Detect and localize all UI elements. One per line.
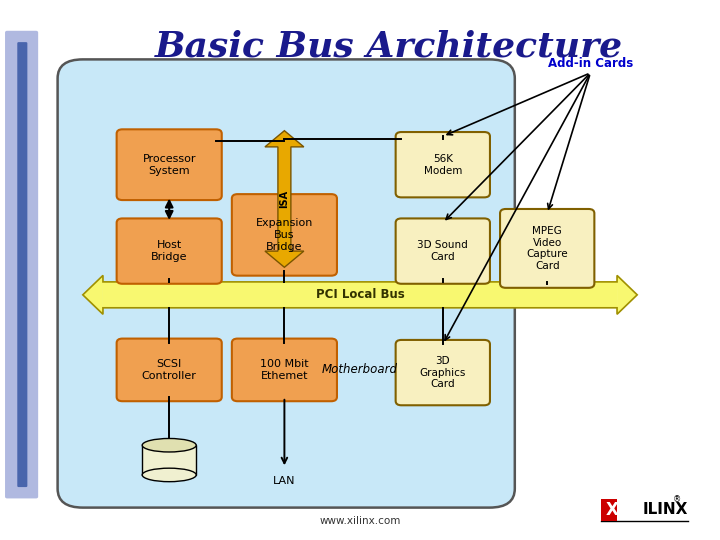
- FancyBboxPatch shape: [5, 31, 38, 498]
- Text: Add-in Cards: Add-in Cards: [548, 57, 633, 70]
- FancyBboxPatch shape: [500, 209, 595, 288]
- FancyBboxPatch shape: [396, 218, 490, 284]
- FancyBboxPatch shape: [117, 218, 222, 284]
- Text: www.xilinx.com: www.xilinx.com: [319, 516, 401, 526]
- Ellipse shape: [142, 438, 196, 452]
- FancyBboxPatch shape: [232, 194, 337, 275]
- Text: PCI Local Bus: PCI Local Bus: [315, 288, 405, 301]
- Text: ISA: ISA: [279, 190, 289, 208]
- Text: SCSI
Controller: SCSI Controller: [142, 359, 197, 381]
- Text: Motherboard: Motherboard: [322, 363, 398, 376]
- FancyBboxPatch shape: [17, 42, 27, 487]
- Text: Host
Bridge: Host Bridge: [151, 240, 187, 262]
- FancyBboxPatch shape: [232, 339, 337, 401]
- Text: Processor
System: Processor System: [143, 154, 196, 176]
- Text: MPEG
Video
Capture
Card: MPEG Video Capture Card: [526, 226, 568, 271]
- Ellipse shape: [142, 468, 196, 482]
- Polygon shape: [83, 275, 103, 314]
- Bar: [601, 499, 617, 521]
- FancyBboxPatch shape: [396, 132, 490, 197]
- Text: ®: ®: [672, 496, 681, 504]
- Text: ILINX: ILINX: [642, 502, 688, 517]
- Text: X: X: [606, 501, 618, 519]
- Text: 100 Mbit
Ethemet: 100 Mbit Ethemet: [260, 359, 309, 381]
- FancyBboxPatch shape: [117, 130, 222, 200]
- Text: Expansion
Bus
Bridge: Expansion Bus Bridge: [256, 218, 313, 252]
- Bar: [103, 282, 617, 308]
- Bar: [142, 445, 196, 475]
- Text: 56K
Modem: 56K Modem: [423, 154, 462, 176]
- Text: LAN: LAN: [273, 476, 296, 487]
- FancyBboxPatch shape: [58, 59, 515, 508]
- FancyBboxPatch shape: [117, 339, 222, 401]
- Text: Basic Bus Architecture: Basic Bus Architecture: [155, 30, 623, 64]
- Polygon shape: [617, 275, 637, 314]
- FancyBboxPatch shape: [396, 340, 490, 405]
- Polygon shape: [265, 131, 304, 267]
- Text: 3D
Graphics
Card: 3D Graphics Card: [420, 356, 466, 389]
- Text: 3D Sound
Card: 3D Sound Card: [418, 240, 468, 262]
